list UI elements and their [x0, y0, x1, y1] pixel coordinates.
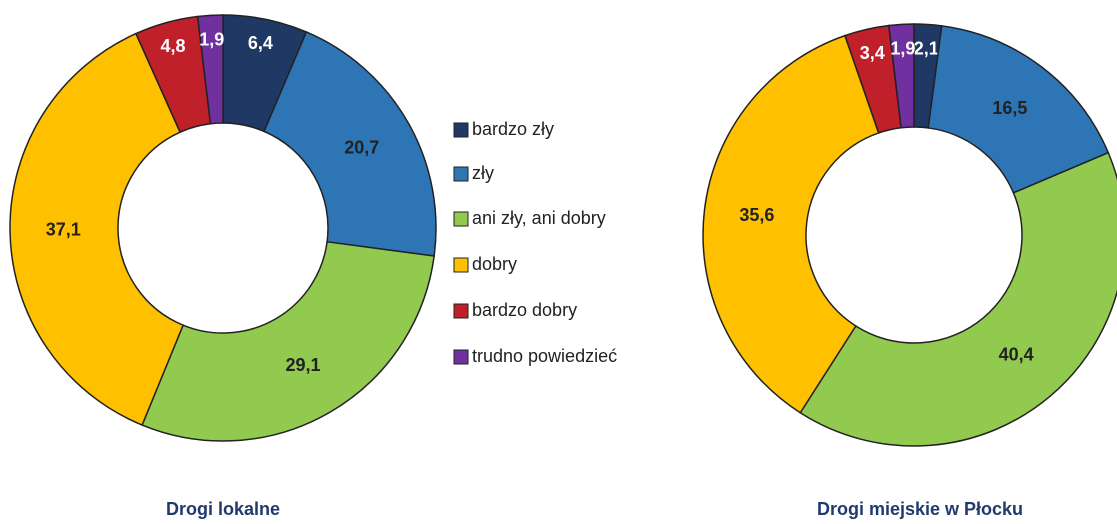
- pie-slice: [702, 34, 880, 414]
- legend-label: dobry: [472, 254, 517, 274]
- data-label: 1,9: [890, 38, 915, 58]
- pie-slice: [888, 23, 915, 129]
- chart-title: Drogi lokalne: [166, 499, 280, 519]
- legend-label: bardzo dobry: [472, 300, 577, 320]
- legend-label: ani zły, ani dobry: [472, 208, 606, 228]
- data-label: 40,4: [999, 345, 1034, 365]
- pie-slice: [196, 14, 224, 125]
- legend-swatch: [453, 122, 469, 138]
- pie-slice: [141, 240, 435, 442]
- legend-swatch: [453, 303, 469, 319]
- legend-label: bardzo zły: [472, 119, 554, 139]
- data-label: 20,7: [344, 138, 379, 158]
- legend-swatch: [453, 257, 469, 273]
- data-label: 1,9: [199, 30, 224, 50]
- data-label: 37,1: [46, 219, 81, 239]
- pie-slice: [9, 32, 185, 427]
- legend-label: trudno powiedzieć: [472, 346, 617, 366]
- pie-slice: [927, 24, 1110, 194]
- legend-swatch: [453, 166, 469, 182]
- data-label: 16,5: [992, 98, 1027, 118]
- data-label: 6,4: [248, 33, 273, 53]
- pie-slice: [263, 31, 437, 257]
- pie-slice: [799, 151, 1117, 447]
- data-label: 3,4: [860, 43, 885, 63]
- data-label: 2,1: [914, 38, 939, 58]
- data-label: 4,8: [160, 36, 185, 56]
- legend-swatch: [453, 211, 469, 227]
- data-label: 35,6: [739, 205, 774, 225]
- data-label: 29,1: [285, 355, 320, 375]
- legend-swatch: [453, 349, 469, 365]
- legend-label: zły: [472, 163, 494, 183]
- chart-title: Drogi miejskie w Płocku: [817, 499, 1023, 519]
